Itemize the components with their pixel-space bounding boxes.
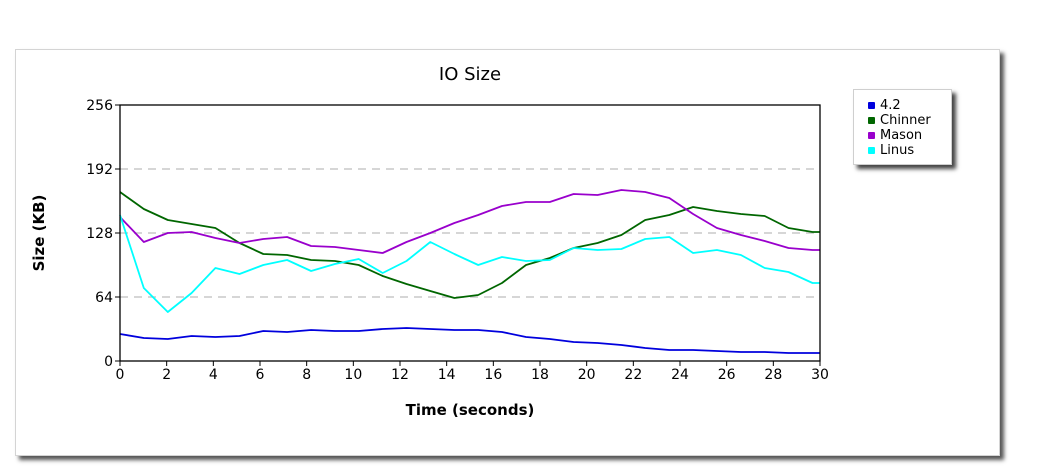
legend-label: Linus [880, 143, 915, 158]
x-tick-label: 18 [531, 367, 549, 383]
chart-title: IO Size [439, 64, 501, 85]
legend-label: Mason [880, 128, 923, 143]
x-tick-label: 28 [764, 367, 782, 383]
legend-swatch [868, 132, 875, 139]
legend-item-mason: Mason [868, 128, 951, 143]
x-axis-label: Time (seconds) [406, 401, 535, 419]
x-tick-label: 20 [578, 367, 596, 383]
series-line-4-2 [119, 327, 820, 354]
x-tick-label: 4 [209, 367, 218, 383]
x-tick-label: 30 [811, 367, 829, 383]
y-tick-label: 192 [86, 162, 113, 178]
series-lines [119, 189, 820, 354]
x-tick-label: 10 [344, 367, 362, 383]
gridlines [120, 168, 820, 298]
x-tick-label: 16 [484, 367, 502, 383]
legend-item-linus: Linus [868, 143, 951, 158]
legend-label: Chinner [880, 113, 931, 128]
x-tick-label: 2 [162, 367, 171, 383]
y-tick-label: 64 [95, 290, 113, 306]
x-tick-label: 8 [302, 367, 311, 383]
y-tick-label: 256 [86, 98, 113, 114]
x-tick-label: 14 [438, 367, 456, 383]
x-tick-label: 0 [116, 367, 125, 383]
legend-swatch [868, 147, 875, 154]
series-line-linus [119, 214, 820, 313]
chart-panel [15, 49, 1000, 456]
x-tick-label: 12 [391, 367, 409, 383]
x-tick-label: 26 [718, 367, 736, 383]
legend-item-4-2: 4.2 [868, 98, 951, 113]
legend-swatch [868, 117, 875, 124]
x-tick-label: 22 [624, 367, 642, 383]
y-tick-label: 128 [86, 226, 113, 242]
legend-swatch [868, 102, 875, 109]
x-tick-label: 6 [256, 367, 265, 383]
legend-item-chinner: Chinner [868, 113, 951, 128]
y-tick-label: 0 [104, 354, 113, 370]
series-line-chinner [119, 191, 820, 299]
y-axis-label: Size (KB) [30, 195, 48, 272]
series-line-mason [119, 189, 820, 254]
chart-legend: 4.2 Chinner Mason Linus [853, 89, 952, 165]
legend-label: 4.2 [880, 98, 901, 113]
x-tick-label: 24 [671, 367, 689, 383]
